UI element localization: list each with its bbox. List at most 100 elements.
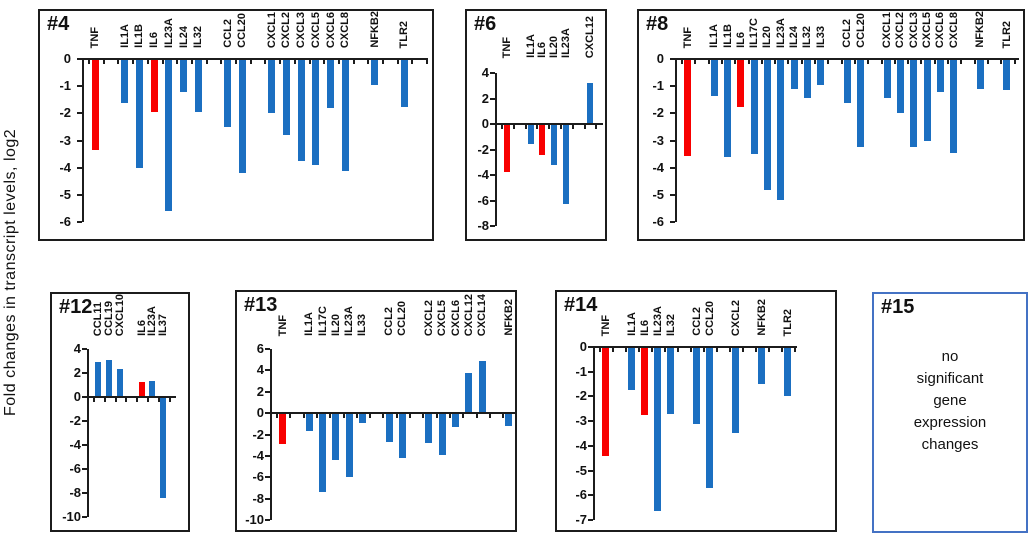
gene-label-CXCL5: CXCL5 [436, 299, 449, 336]
y-axis-tick [77, 58, 82, 60]
x-axis-tick [986, 60, 989, 64]
panel-title: #14 [564, 294, 598, 316]
x-axis-tick [1000, 60, 1003, 64]
x-axis-tick [781, 348, 783, 352]
y-axis-tick [588, 444, 593, 447]
gene-label-TNF: TNF [599, 314, 612, 336]
gene-label-CCL2: CCL2 [221, 19, 234, 48]
x-axis-tick [681, 60, 683, 64]
y-tick-label: 4 [256, 362, 264, 378]
bar-IL24 [790, 59, 798, 89]
bar-IL1B [724, 59, 732, 157]
gene-label-CXCL5: CXCL5 [309, 11, 322, 48]
bar-IL1A [628, 347, 635, 391]
y-tick-label: 4 [73, 341, 81, 356]
y-axis-tick [490, 123, 495, 125]
x-axis-tick [583, 125, 586, 129]
bar-IL17C [750, 59, 758, 155]
y-tick-label: -2 [477, 141, 489, 157]
bar-IL23A [345, 413, 353, 478]
panel-sample-12: #12 4 2 0 -2 -4 -6 -8 -10 CCL11 CCL19 CXCL10 IL6 IL2… [50, 292, 190, 532]
y-axis-tick [265, 369, 270, 372]
bar-IL23A [562, 124, 569, 205]
x-axis-tick [853, 60, 856, 64]
gene-label-IL23A: IL23A [559, 28, 572, 58]
bar-IL37 [160, 397, 167, 498]
bar-CXCL6 [327, 59, 335, 108]
x-axis-tick [369, 414, 372, 419]
x-axis-tick [794, 348, 796, 352]
x-axis-tick [973, 60, 976, 64]
bar-IL6 [150, 59, 158, 113]
y-axis-line [87, 349, 89, 517]
y-tick-label: -4 [477, 167, 489, 182]
gene-label-CXCL6: CXCL6 [324, 11, 337, 48]
y-tick-label: -2 [575, 388, 587, 404]
x-axis-tick [880, 60, 883, 64]
y-tick-label: -6 [252, 469, 264, 485]
y-axis-tick [265, 348, 270, 350]
gene-label-IL32: IL32 [664, 313, 677, 336]
x-axis-tick [323, 60, 326, 64]
x-axis-tick [382, 414, 385, 419]
gene-label-TLR2: TLR2 [398, 20, 411, 49]
x-axis-tick [136, 398, 139, 402]
bar-CXCL12 [465, 372, 473, 414]
x-axis-tick [893, 60, 896, 64]
x-axis-tick [768, 348, 770, 352]
x-axis-tick [103, 398, 106, 402]
y-tick-label: -6 [652, 214, 664, 230]
bar-IL6 [539, 124, 546, 156]
y-tick-label: -10 [245, 512, 264, 528]
bar-IL20 [763, 59, 771, 190]
x-axis-tick [536, 125, 539, 129]
bar-CXCL5 [438, 413, 446, 456]
x-axis-tick [814, 60, 816, 64]
panel-sample-8: #8 0 -1 -2 -3 -4 -5 -6 TNF IL1A IL1B IL6 IL17C IL20 I… [637, 9, 1025, 241]
y-axis-tick [265, 476, 270, 479]
x-axis-tick [1013, 60, 1016, 64]
panel-title: #8 [646, 13, 669, 35]
gene-label-IL33: IL33 [356, 313, 369, 336]
x-axis-tick [720, 60, 723, 64]
panel-title: #12 [59, 296, 93, 318]
bar-TNF [91, 59, 99, 151]
y-axis-tick [670, 112, 675, 115]
bar-CCL2 [843, 59, 851, 103]
y-tick-label: -7 [575, 511, 587, 527]
gene-label-CXCL14: CXCL14 [476, 293, 489, 336]
y-axis-tick [588, 518, 593, 521]
gene-label-IL1B: IL1B [133, 24, 146, 48]
x-axis-tick [475, 414, 478, 419]
y-tick-label: -5 [575, 462, 587, 478]
y-axis-tick [490, 174, 495, 176]
panel-title: #4 [47, 13, 70, 35]
y-tick-label: 2 [481, 90, 489, 106]
gene-label-CXCL6: CXCL6 [449, 299, 462, 336]
x-axis-tick [249, 60, 252, 64]
x-axis-tick [161, 60, 164, 64]
y-axis-tick [588, 346, 593, 348]
x-axis-tick [264, 60, 267, 64]
x-axis-tick [625, 348, 627, 352]
bar-CXCL6 [936, 59, 944, 92]
gene-label-TNF: TNF [681, 26, 694, 48]
bar-CXCL5 [312, 59, 320, 166]
y-axis-tick [82, 444, 87, 446]
x-axis-tick [396, 60, 399, 64]
y-axis-tick [588, 395, 593, 398]
x-axis-tick [462, 414, 465, 419]
bar-CXCL2 [732, 347, 739, 434]
y-axis-tick [490, 148, 495, 151]
x-axis-tick [176, 60, 179, 64]
bar-IL1A [527, 124, 534, 144]
bar-IL32 [803, 59, 811, 99]
y-axis-tick [265, 433, 270, 436]
x-axis-tick [289, 414, 292, 419]
gene-label-IL32: IL32 [192, 25, 205, 48]
bar-IL17C [319, 413, 327, 493]
bar-CXCL3 [297, 59, 305, 161]
x-axis-tick [729, 348, 731, 352]
bar-IL6 [641, 347, 648, 415]
bar-CCL2 [224, 59, 232, 127]
